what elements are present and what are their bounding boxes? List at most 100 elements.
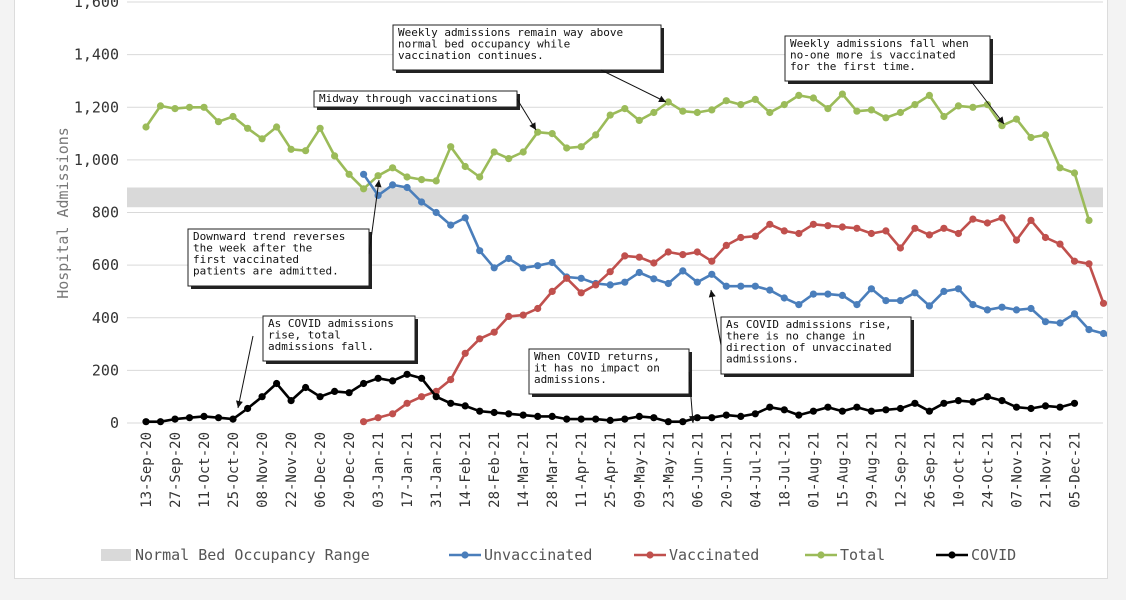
annotation-text: the week after the [193, 242, 312, 255]
data-point [244, 124, 252, 132]
data-point [418, 176, 426, 184]
data-point [824, 290, 832, 298]
data-point [461, 402, 469, 410]
x-tick-label: 28-Mar-21 [545, 432, 561, 508]
data-point [621, 415, 629, 423]
x-tick-label: 11-Apr-21 [574, 432, 590, 508]
data-point [534, 304, 542, 313]
data-point [229, 112, 237, 121]
data-point [693, 248, 701, 256]
data-point [1099, 299, 1107, 307]
data-point [708, 414, 716, 422]
annotation-text: no-one more is vaccinated [790, 49, 956, 62]
data-point [954, 229, 963, 238]
data-point [998, 303, 1006, 311]
data-point [563, 415, 571, 423]
normal-bed-occupancy-band [127, 187, 1103, 208]
data-point [185, 414, 194, 422]
legend-item: Normal Bed Occupancy Range [101, 546, 370, 564]
data-point [418, 374, 426, 382]
data-point [809, 94, 818, 102]
data-point [447, 376, 455, 384]
legend-marker [646, 551, 654, 559]
data-point [403, 399, 411, 407]
data-point [664, 98, 672, 106]
data-point [548, 412, 556, 420]
x-tick-label: 22-Nov-20 [284, 432, 300, 508]
annotation-text: first vaccinated [193, 253, 299, 266]
data-point [490, 328, 498, 336]
data-point [389, 164, 397, 172]
data-point [635, 268, 643, 277]
data-point [664, 279, 672, 288]
data-point [737, 412, 745, 420]
data-point [606, 111, 614, 119]
annotation-box [528, 348, 690, 395]
data-point [432, 393, 440, 401]
x-axis: 13-Sep-20 27-Sep-20 11-Oct-20 25-Oct-20 08-N… [139, 432, 1083, 508]
data-point [577, 415, 585, 423]
data-point [838, 90, 847, 98]
data-point [737, 233, 745, 242]
legend-item: Unvaccinated [449, 546, 592, 564]
annotation: Weekly admissions remain way abovenormal… [392, 24, 667, 103]
x-tick-label: 31-Jan-21 [429, 432, 445, 508]
legend-label: Normal Bed Occupancy Range [135, 546, 370, 564]
annotation-text: As COVID admissions rise, [726, 318, 892, 331]
legend-item: COVID [936, 546, 1016, 564]
data-point [214, 414, 223, 422]
x-tick-label: 14-Mar-21 [516, 432, 532, 508]
x-tick-label: 09-May-21 [632, 432, 648, 508]
x-tick-label: 29-Aug-21 [864, 432, 880, 508]
data-point [185, 103, 194, 111]
data-point [505, 254, 513, 263]
data-point [461, 162, 469, 171]
data-point [476, 335, 484, 343]
data-point [780, 101, 788, 109]
data-point [1027, 216, 1035, 224]
data-point [998, 397, 1006, 405]
data-point [548, 287, 556, 295]
annotation-text: direction of unvaccinated [726, 341, 892, 354]
data-point [1012, 236, 1021, 244]
data-point [171, 415, 179, 423]
data-point [853, 224, 861, 232]
data-point [258, 393, 266, 401]
data-point [1056, 319, 1064, 327]
legend-item: Total [805, 546, 885, 564]
arrowhead [374, 180, 382, 188]
data-point [519, 411, 527, 419]
annotation: As COVID admissions rise,there is no cha… [708, 289, 914, 377]
data-point [780, 406, 788, 414]
data-point [142, 418, 150, 426]
data-point [766, 220, 774, 228]
x-tick-label: 17-Jan-21 [400, 432, 416, 508]
data-point [954, 397, 963, 405]
data-point [650, 259, 658, 267]
data-point [824, 105, 832, 113]
data-point [142, 123, 150, 131]
data-point [389, 410, 397, 418]
annotation-arrow [970, 80, 1005, 125]
x-tick-label: 08-Nov-20 [255, 432, 271, 508]
data-point [867, 106, 876, 114]
data-point [447, 399, 455, 407]
data-point [722, 241, 730, 249]
annotation-text: normal bed occupancy while [398, 38, 570, 51]
x-tick-label: 06-Jun-21 [690, 432, 706, 508]
data-point [766, 108, 774, 117]
x-tick-label: 01-Aug-21 [806, 432, 822, 508]
data-point [969, 398, 977, 406]
x-tick-label: 26-Sep-21 [922, 432, 938, 508]
data-point [853, 301, 861, 309]
data-point [1070, 169, 1079, 177]
data-point [229, 415, 237, 423]
x-tick-label: 21-Nov-21 [1038, 432, 1054, 508]
x-tick-label: 14-Feb-21 [458, 432, 474, 508]
legend: Normal Bed Occupancy Range Unvaccinated Va… [101, 546, 1016, 564]
data-point [1041, 402, 1050, 410]
data-point [737, 101, 745, 109]
data-point [693, 108, 701, 117]
data-point [461, 214, 469, 222]
